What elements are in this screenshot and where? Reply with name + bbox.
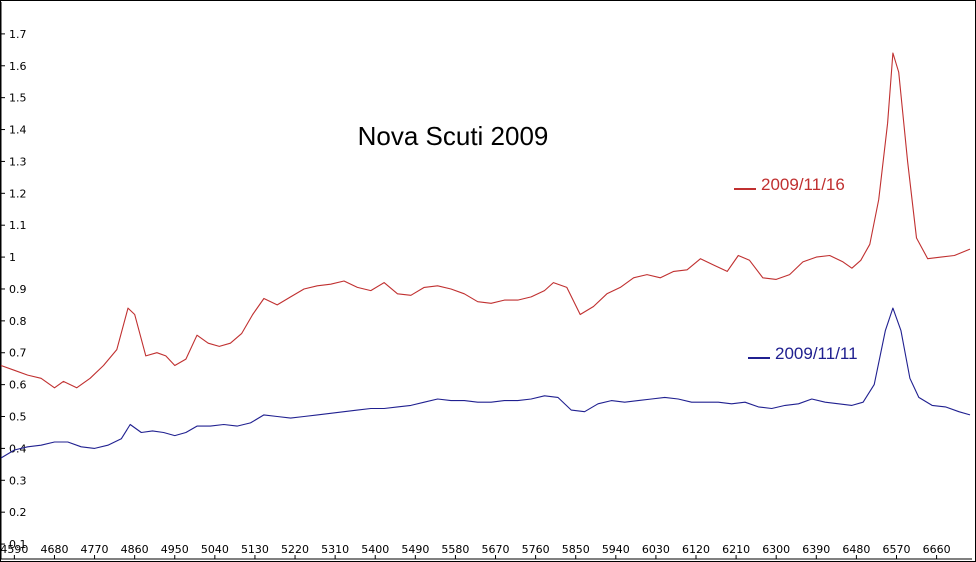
x-tick-label: 5670 [482, 543, 510, 556]
y-tick-label: 0.3 [9, 474, 27, 487]
y-tick-label: 0.6 [9, 379, 27, 392]
y-tick-label: 1.3 [9, 155, 27, 168]
y-tick-label: 0.5 [9, 411, 27, 424]
y-axis-ticks: 0.10.20.30.40.50.60.70.80.911.11.21.31.4… [1, 28, 27, 551]
legend-label-2009-11-11: 2009/11/11 [775, 344, 858, 363]
x-tick-label: 6210 [722, 543, 750, 556]
x-tick-label: 4950 [161, 543, 189, 556]
series-line-2009-11-11 [0, 307, 971, 459]
y-tick-label: 1.4 [9, 124, 27, 137]
x-tick-label: 5940 [602, 543, 630, 556]
chart-title: Nova Scuti 2009 [358, 121, 549, 151]
x-tick-label: 6030 [642, 543, 670, 556]
x-tick-label: 4770 [81, 543, 109, 556]
y-tick-label: 1.2 [9, 187, 27, 200]
x-tick-label: 5580 [441, 543, 469, 556]
x-tick-label: 6660 [923, 543, 951, 556]
series-lines [0, 52, 971, 459]
x-tick-label: 5490 [401, 543, 429, 556]
legend-label-2009-11-16: 2009/11/16 [761, 175, 845, 194]
y-tick-label: 1.6 [9, 60, 27, 73]
y-tick-label: 1.5 [9, 92, 27, 105]
y-tick-label: 1.1 [9, 219, 27, 232]
legend: 2009/11/16 2009/11/11 [734, 175, 858, 363]
x-tick-label: 5310 [321, 543, 349, 556]
y-tick-label: 1 [9, 251, 16, 264]
y-tick-label: 0.2 [9, 506, 27, 519]
x-tick-label: 5400 [361, 543, 389, 556]
x-tick-label: 6570 [882, 543, 910, 556]
x-tick-label: 5760 [522, 543, 550, 556]
x-tick-label: 5130 [241, 543, 269, 556]
x-tick-label: 4680 [40, 543, 68, 556]
x-tick-label: 6120 [682, 543, 710, 556]
x-tick-label: 4860 [121, 543, 149, 556]
x-tick-label: 5850 [562, 543, 590, 556]
y-tick-label: 0.8 [9, 315, 27, 328]
series-line-2009-11-16 [0, 52, 971, 389]
x-tick-label: 5040 [201, 543, 229, 556]
x-axis-ticks: 4590 4680 4770 4860 4950 5040 5130 5220 5310 5400… [0, 543, 951, 559]
x-tick-label: 4590 [0, 543, 28, 556]
x-tick-label: 6300 [762, 543, 790, 556]
y-tick-label: 0.1 [9, 538, 27, 551]
y-tick-label: 0.9 [9, 283, 27, 296]
y-tick-label: 1.7 [9, 28, 27, 41]
x-tick-label: 6480 [842, 543, 870, 556]
y-tick-label: 0.7 [9, 347, 27, 360]
x-tick-label: 6390 [802, 543, 830, 556]
x-tick-label: 5220 [281, 543, 309, 556]
